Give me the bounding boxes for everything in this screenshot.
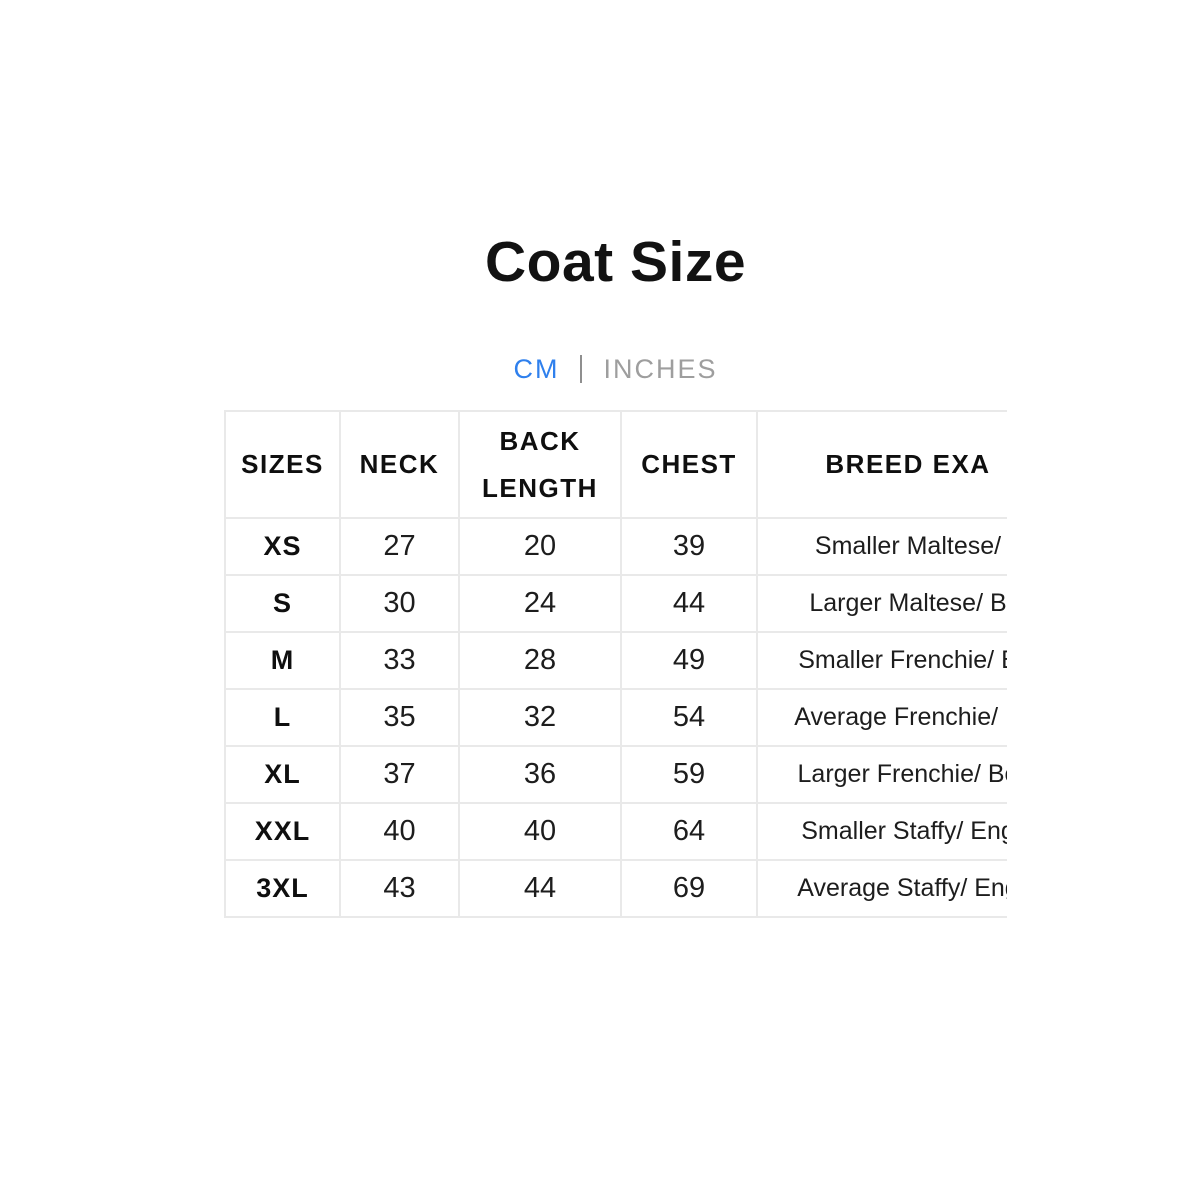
- chest-cell: 49: [620, 631, 758, 690]
- back-length-cell: 20: [458, 517, 622, 576]
- size-cell: XS: [224, 517, 341, 576]
- size-cell: XL: [224, 745, 341, 804]
- breed-cell: Larger Frenchie/ Bo: [756, 745, 1007, 804]
- table-row: XL 37 36 59 Larger Frenchie/ Bo: [224, 745, 1007, 804]
- table-row: XXL 40 40 64 Smaller Staffy/ Eng: [224, 802, 1007, 861]
- unit-divider: [580, 355, 583, 383]
- back-length-cell: 32: [458, 688, 622, 747]
- table-row: XS 27 20 39 Smaller Maltese/: [224, 517, 1007, 576]
- chest-cell: 54: [620, 688, 758, 747]
- back-length-cell: 28: [458, 631, 622, 690]
- table-row: S 30 24 44 Larger Maltese/ B: [224, 574, 1007, 633]
- neck-cell: 33: [339, 631, 460, 690]
- size-cell: S: [224, 574, 341, 633]
- table-row: 3XL 43 44 69 Average Staffy/ Eng: [224, 859, 1007, 918]
- neck-cell: 43: [339, 859, 460, 918]
- table-header-row: SIZES NECK BACK LENGTH CHEST BREED EXA: [224, 410, 1007, 519]
- breed-cell: Larger Maltese/ B: [756, 574, 1007, 633]
- neck-cell: 37: [339, 745, 460, 804]
- back-length-cell: 24: [458, 574, 622, 633]
- chest-cell: 39: [620, 517, 758, 576]
- size-table: SIZES NECK BACK LENGTH CHEST BREED EXA X…: [224, 410, 1007, 918]
- breed-cell: Average Frenchie/ B: [756, 688, 1007, 747]
- header-chest: CHEST: [620, 410, 758, 519]
- size-cell: XXL: [224, 802, 341, 861]
- size-cell: M: [224, 631, 341, 690]
- size-cell: 3XL: [224, 859, 341, 918]
- back-length-cell: 44: [458, 859, 622, 918]
- size-table-container: SIZES NECK BACK LENGTH CHEST BREED EXA X…: [224, 410, 1007, 934]
- neck-cell: 35: [339, 688, 460, 747]
- size-cell: L: [224, 688, 341, 747]
- breed-cell: Smaller Staffy/ Eng: [756, 802, 1007, 861]
- unit-toggle: CM INCHES: [224, 351, 1007, 387]
- header-sizes: SIZES: [224, 410, 341, 519]
- size-chart-content: Coat Size CM INCHES SIZES NECK: [224, 0, 1007, 1200]
- page-title: Coat Size: [484, 230, 747, 294]
- chest-cell: 59: [620, 745, 758, 804]
- table-row: L 35 32 54 Average Frenchie/ B: [224, 688, 1007, 747]
- back-length-cell: 40: [458, 802, 622, 861]
- neck-cell: 30: [339, 574, 460, 633]
- header-neck: NECK: [339, 410, 460, 519]
- chest-cell: 44: [620, 574, 758, 633]
- back-length-cell: 36: [458, 745, 622, 804]
- unit-inches-button[interactable]: INCHES: [603, 354, 718, 384]
- header-breed-examples: BREED EXA: [756, 410, 1007, 519]
- breed-cell: Average Staffy/ Eng: [756, 859, 1007, 918]
- breed-cell: Smaller Frenchie/ B: [756, 631, 1007, 690]
- header-back-length: BACK LENGTH: [458, 410, 622, 519]
- neck-cell: 27: [339, 517, 460, 576]
- unit-cm-button[interactable]: CM: [513, 354, 560, 384]
- table-row: M 33 28 49 Smaller Frenchie/ B: [224, 631, 1007, 690]
- breed-cell: Smaller Maltese/: [756, 517, 1007, 576]
- neck-cell: 40: [339, 802, 460, 861]
- chest-cell: 69: [620, 859, 758, 918]
- chest-cell: 64: [620, 802, 758, 861]
